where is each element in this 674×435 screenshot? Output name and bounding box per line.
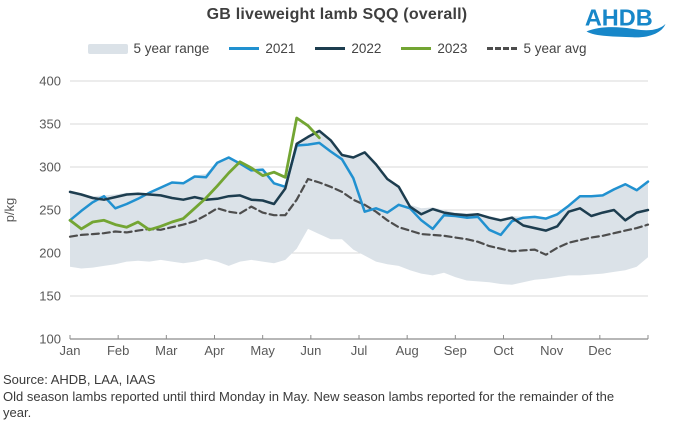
x-tick-label: Dec: [588, 343, 612, 358]
x-tick-label: May: [250, 343, 275, 358]
ahdb-logo-text: AHDB: [585, 5, 653, 31]
chart-area: Jan Feb Mar Apr May Jun Jul Aug Sep Oct Nov Dec 100 1…: [0, 62, 674, 373]
chart-legend: 5 year range 2021 2022 2023 5 year avg: [0, 41, 674, 56]
legend-item-5-year-range: 5 year range: [87, 41, 210, 56]
price-chart: Jan Feb Mar Apr May Jun Jul Aug Sep Oct Nov Dec 100 1…: [2, 74, 650, 358]
series-5-year-avg-line: [68, 177, 650, 256]
legend-label: 5 year avg: [523, 41, 587, 56]
ahdb-logo-wave: [586, 23, 666, 38]
legend-swatch-line: [315, 47, 346, 50]
legend-label: 2021: [265, 41, 296, 56]
legend-label: 2022: [351, 41, 382, 56]
y-tick-label: 250: [39, 203, 61, 218]
y-tick-label: 400: [39, 74, 61, 89]
footnote-text: Old season lambs reported until third Mo…: [3, 388, 615, 421]
legend-label: 5 year range: [133, 41, 210, 56]
x-tick-label: Jan: [60, 343, 81, 358]
y-tick-label: 100: [39, 332, 61, 347]
legend-swatch-line: [229, 47, 260, 50]
legend-swatch-band: [87, 43, 128, 54]
legend-item-2022: 2022: [315, 41, 381, 56]
x-tick-label: Nov: [540, 343, 564, 358]
y-axis-label: p/kg: [2, 198, 17, 223]
y-tick-label: 300: [39, 160, 61, 175]
series-2022-line: [68, 129, 650, 232]
x-tick-label: Jun: [300, 343, 321, 358]
x-tick-label: Oct: [493, 343, 514, 358]
legend-label: 2023: [437, 41, 468, 56]
y-tick-label: 350: [39, 117, 61, 132]
source-text: Source: AHDB, LAA, IAAS: [3, 372, 156, 387]
x-tick-label: Mar: [155, 343, 178, 358]
series-2021-line: [68, 141, 650, 237]
x-tick-label: Jul: [351, 343, 368, 358]
x-tick-label: Feb: [107, 343, 129, 358]
x-tick-label: Aug: [396, 343, 419, 358]
x-tick-label: Apr: [204, 343, 225, 358]
x-tick-label: Sep: [444, 343, 467, 358]
legend-item-2021: 2021: [229, 41, 295, 56]
chart-title: GB liveweight lamb SQQ (overall): [206, 6, 468, 23]
band-area: [70, 130, 648, 285]
chart-footer: Source: AHDB, LAA, IAAS Old season lambs…: [3, 372, 663, 422]
series-2023-line: [68, 116, 321, 232]
y-tick-label: 150: [39, 289, 61, 304]
y-tick-label: 200: [39, 246, 61, 261]
legend-item-2023: 2023: [401, 41, 467, 56]
legend-item-5-year-avg: 5 year avg: [487, 41, 587, 56]
legend-swatch-dashed: [487, 47, 518, 50]
legend-swatch-line: [401, 47, 432, 50]
ahdb-logo: AHDB: [585, 5, 666, 38]
